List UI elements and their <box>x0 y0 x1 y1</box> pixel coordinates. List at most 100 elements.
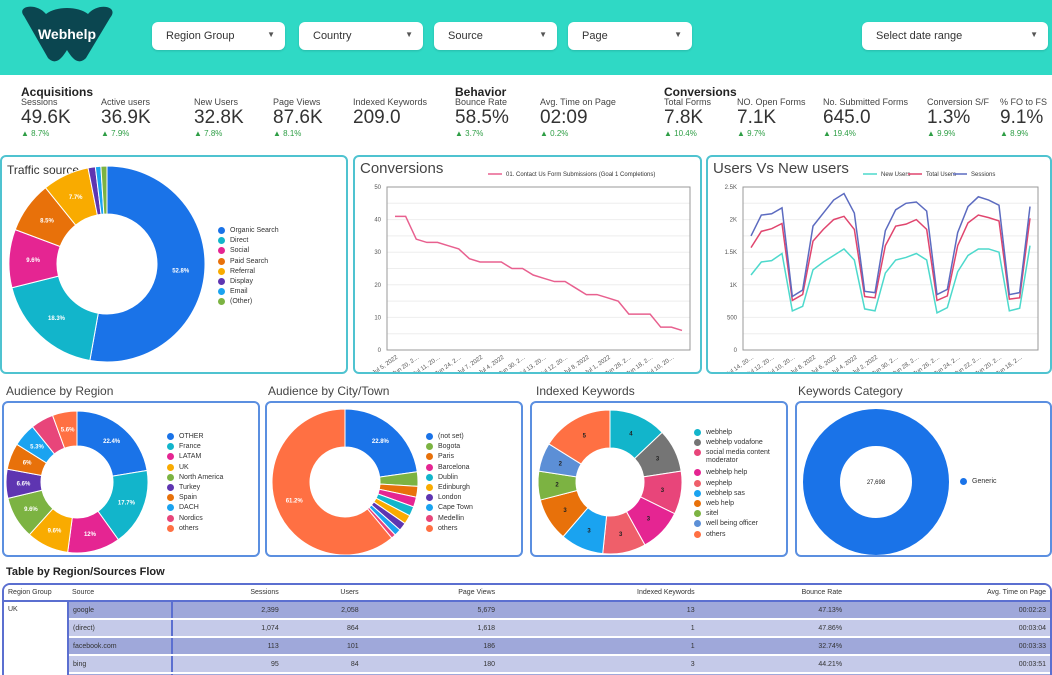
data-label: 9.6% <box>48 529 62 535</box>
series-line[interactable] <box>750 192 1031 298</box>
legend-dot-icon <box>694 510 701 518</box>
legend-item[interactable]: Spain <box>167 494 223 504</box>
legend-item[interactable]: Cape Town <box>426 504 473 514</box>
legend-item[interactable]: webhelp help <box>694 469 784 479</box>
data-label: 3 <box>647 517 651 523</box>
legend-item[interactable]: Direct <box>218 237 279 247</box>
legend-label: DACH <box>179 504 199 512</box>
legend-item[interactable]: (not set) <box>426 433 473 443</box>
table-cell: 186 <box>362 637 500 656</box>
column-header[interactable]: Sessions <box>172 585 283 602</box>
legend-item[interactable]: webhelp vodafone <box>694 439 784 449</box>
legend-dot-icon <box>167 433 174 440</box>
kpi-change: ▲ 3.7% <box>455 129 509 138</box>
data-label: 3 <box>563 508 567 514</box>
legend-item[interactable]: DACH <box>167 504 223 514</box>
legend-item[interactable]: others <box>694 530 784 541</box>
legend-label: Referral <box>230 267 255 275</box>
legend-item[interactable]: Barcelona <box>426 463 473 474</box>
table-cell: 47.86% <box>698 619 847 638</box>
legend-label: OTHER <box>179 433 204 440</box>
data-label: 22.8% <box>372 439 390 445</box>
pie-slice[interactable] <box>100 165 108 215</box>
legend-label: Display <box>230 277 253 285</box>
source-filter[interactable]: Source ▼ <box>434 22 557 50</box>
legend-item[interactable]: Display <box>218 277 279 288</box>
country-filter[interactable]: Country ▼ <box>299 22 423 50</box>
legend-item[interactable]: Social <box>218 247 279 257</box>
legend-item[interactable]: Email <box>218 288 279 298</box>
legend-item[interactable]: (Other) <box>218 298 279 308</box>
legend-item[interactable]: Dublin <box>426 473 473 484</box>
pie-slice[interactable] <box>51 410 78 449</box>
kpi-card: Active users 36.9K ▲ 7.9% <box>101 97 151 138</box>
kpi-card: New Users 32.8K ▲ 7.8% <box>194 97 244 138</box>
column-header[interactable]: Source <box>68 585 172 602</box>
legend-item[interactable]: Medellin <box>426 514 473 525</box>
arrow-up-icon: ▲ <box>273 129 284 138</box>
series-line[interactable] <box>750 245 1031 314</box>
page-filter[interactable]: Page ▼ <box>568 22 692 50</box>
column-header[interactable]: Bounce Rate <box>698 585 847 602</box>
column-header[interactable]: Page Views <box>362 585 500 602</box>
legend-item[interactable]: webhelp sas <box>694 489 784 500</box>
kpi-value: 7.8K <box>664 107 704 128</box>
pie-slice[interactable] <box>271 408 393 555</box>
filter-label: Country <box>313 30 352 42</box>
legend-item[interactable]: OTHER <box>167 433 223 443</box>
arrow-up-icon: ▲ <box>1000 129 1011 138</box>
kpi-change-value: 10.4% <box>674 129 697 138</box>
series-line[interactable] <box>750 214 1031 302</box>
pie-slice[interactable] <box>548 409 611 465</box>
legend-dot-icon <box>694 429 701 436</box>
legend-item[interactable]: UK <box>167 463 223 474</box>
acquisitions-heading: Acquisitions <box>21 85 94 99</box>
legend-item[interactable]: webhelp <box>694 429 784 439</box>
legend-label: Barcelona <box>438 463 470 471</box>
legend-item[interactable]: North America <box>167 473 223 484</box>
legend-item[interactable]: others <box>426 524 473 535</box>
legend-item[interactable]: Edinburgh <box>426 483 473 494</box>
legend-item[interactable]: social media content moderator <box>694 449 784 469</box>
legend-item[interactable]: wephelp <box>694 479 784 490</box>
legend-item[interactable]: Turkey <box>167 483 223 494</box>
traffic-source-panel: Traffic source 52.8% 18.3% 9.6% 8.5% 7.7% Or… <box>0 155 348 374</box>
pie-slice[interactable] <box>803 409 949 555</box>
legend-label: sitel <box>706 510 719 518</box>
legend-item[interactable]: Referral <box>218 267 279 278</box>
legend-item[interactable]: Paris <box>426 453 473 463</box>
column-header[interactable]: Avg. Time on Page <box>846 585 1050 602</box>
legend-item[interactable]: others <box>167 524 223 535</box>
webhelp-logo[interactable]: Webhelp <box>16 6 118 62</box>
kpi-change-value: 3.7% <box>465 129 484 138</box>
legend-dot-icon <box>694 479 701 487</box>
legend-item[interactable]: sitel <box>694 510 784 520</box>
date-range-picker[interactable]: Select date range ▼ <box>862 22 1048 50</box>
legend-item[interactable]: Paid Search <box>218 257 279 268</box>
pie-slice[interactable] <box>89 165 206 363</box>
legend-item[interactable]: Nordics <box>167 514 223 525</box>
legend-label: Spain <box>179 494 197 502</box>
legend-label: Medellin <box>438 514 465 522</box>
column-header[interactable]: Indexed Keywords <box>499 585 699 602</box>
series-line[interactable] <box>395 215 683 332</box>
table-title: Table by Region/Sources Flow <box>6 566 165 578</box>
legend-item[interactable]: well being officer <box>694 520 784 530</box>
kpi-card: No. Submitted Forms 645.0 ▲ 19.4% <box>823 97 908 138</box>
legend-dot-icon <box>167 494 174 502</box>
kpi-value: 209.0 <box>353 107 401 128</box>
column-header[interactable]: Users <box>282 585 363 602</box>
data-label: 22.4% <box>103 439 121 445</box>
legend-item[interactable]: Generic <box>960 478 997 488</box>
legend-dot-icon <box>218 267 225 275</box>
legend-item[interactable]: Organic Search <box>218 227 279 237</box>
legend-item[interactable]: web help <box>694 499 784 510</box>
legend-item[interactable]: France <box>167 443 223 453</box>
legend-label: Paid Search <box>230 257 269 265</box>
legend-item[interactable]: LATAM <box>167 453 223 463</box>
column-header[interactable]: Region Group <box>4 585 68 602</box>
legend-item[interactable]: London <box>426 494 473 504</box>
legend-label: Email <box>230 288 248 296</box>
legend-item[interactable]: Bogota <box>426 443 473 453</box>
region-group-filter[interactable]: Region Group ▼ <box>152 22 285 50</box>
